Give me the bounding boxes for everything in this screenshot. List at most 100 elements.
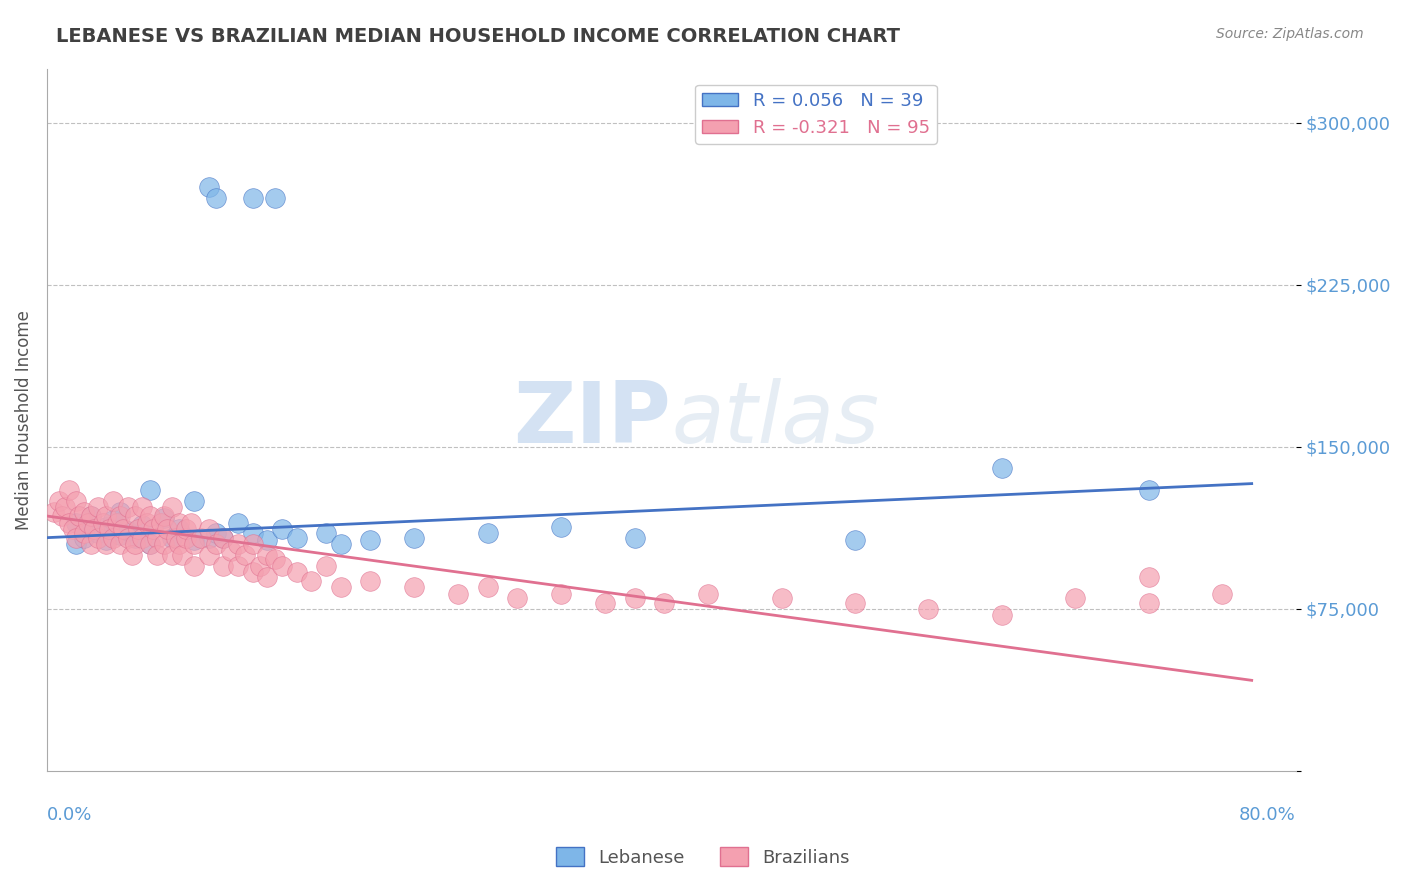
Point <box>44 505 66 519</box>
Text: LEBANESE VS BRAZILIAN MEDIAN HOUSEHOLD INCOME CORRELATION CHART: LEBANESE VS BRAZILIAN MEDIAN HOUSEHOLD I… <box>56 27 900 45</box>
Point <box>124 537 146 551</box>
Point <box>94 537 117 551</box>
Point <box>697 587 720 601</box>
Text: ZIP: ZIP <box>513 378 671 461</box>
Point <box>256 533 278 547</box>
Point <box>65 494 87 508</box>
Point <box>107 516 129 530</box>
Point <box>131 531 153 545</box>
Point <box>183 533 205 547</box>
Point <box>1211 587 1233 601</box>
Point <box>167 516 190 530</box>
Point <box>77 516 100 530</box>
Point <box>110 528 132 542</box>
Point <box>117 531 139 545</box>
Point <box>212 558 235 573</box>
Point <box>91 516 114 530</box>
Point <box>160 531 183 545</box>
Point <box>180 516 202 530</box>
Point <box>127 522 149 536</box>
Point <box>205 526 228 541</box>
Point <box>176 522 198 536</box>
Point <box>121 548 143 562</box>
Point <box>124 531 146 545</box>
Point <box>167 522 190 536</box>
Point <box>117 500 139 515</box>
Point <box>138 483 160 497</box>
Point <box>550 587 572 601</box>
Point <box>404 580 426 594</box>
Point <box>1064 591 1087 606</box>
Point <box>135 516 157 530</box>
Point <box>146 531 169 545</box>
Point <box>271 558 294 573</box>
Point <box>197 531 219 545</box>
Point <box>65 537 87 551</box>
Point <box>477 526 499 541</box>
Point <box>146 548 169 562</box>
Point <box>51 509 73 524</box>
Point <box>242 566 264 580</box>
Point <box>329 580 352 594</box>
Point <box>138 509 160 524</box>
Point <box>183 537 205 551</box>
Point <box>160 500 183 515</box>
Point <box>72 531 94 545</box>
Point <box>124 509 146 524</box>
Point <box>249 558 271 573</box>
Point <box>315 526 337 541</box>
Point <box>212 531 235 545</box>
Point <box>101 531 124 545</box>
Point <box>205 191 228 205</box>
Point <box>112 522 135 536</box>
Point <box>190 531 212 545</box>
Point <box>844 595 866 609</box>
Point <box>167 537 190 551</box>
Point <box>1137 595 1160 609</box>
Point <box>226 558 249 573</box>
Point <box>242 537 264 551</box>
Text: Source: ZipAtlas.com: Source: ZipAtlas.com <box>1216 27 1364 41</box>
Point <box>160 548 183 562</box>
Point <box>183 494 205 508</box>
Point <box>156 522 179 536</box>
Point <box>329 537 352 551</box>
Point <box>176 531 198 545</box>
Point <box>110 509 132 524</box>
Point <box>80 509 103 524</box>
Point <box>87 500 110 515</box>
Legend: Lebanese, Brazilians: Lebanese, Brazilians <box>550 840 856 874</box>
Point <box>256 569 278 583</box>
Point <box>593 595 616 609</box>
Point <box>65 516 87 530</box>
Point <box>153 537 176 551</box>
Point <box>83 522 105 536</box>
Point <box>138 537 160 551</box>
Point <box>256 548 278 562</box>
Point <box>165 531 187 545</box>
Point <box>242 526 264 541</box>
Point <box>58 516 80 530</box>
Point <box>153 509 176 524</box>
Point <box>404 531 426 545</box>
Point <box>110 537 132 551</box>
Point <box>359 533 381 547</box>
Point <box>131 500 153 515</box>
Point <box>844 533 866 547</box>
Point <box>652 595 675 609</box>
Point <box>359 574 381 588</box>
Point <box>1137 569 1160 583</box>
Point <box>65 531 87 545</box>
Point <box>917 602 939 616</box>
Point <box>58 483 80 497</box>
Point <box>101 494 124 508</box>
Point <box>183 558 205 573</box>
Point <box>233 548 256 562</box>
Point <box>67 509 90 524</box>
Point <box>477 580 499 594</box>
Point <box>94 520 117 534</box>
Point <box>1137 483 1160 497</box>
Point <box>197 522 219 536</box>
Text: 0.0%: 0.0% <box>46 806 93 824</box>
Point <box>80 537 103 551</box>
